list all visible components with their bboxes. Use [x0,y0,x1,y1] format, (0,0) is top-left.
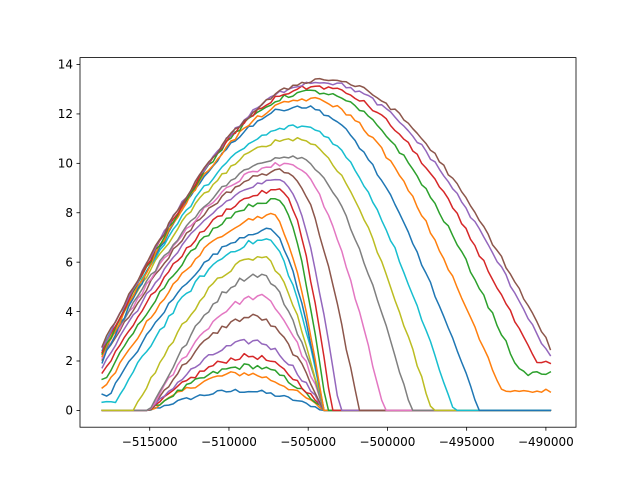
y-axis: 0 2 4 6 8 10 12 14 [58,58,80,418]
y-tick-label: 14 [58,58,73,72]
x-tick-label: −515000 [122,435,178,449]
plot-area-frame [79,57,577,428]
y-tick-label: 10 [58,157,73,171]
x-tick-label: −495000 [439,435,495,449]
y-tick-label: 8 [65,206,73,220]
series-line-23 [101,89,552,377]
x-tick-label: −505000 [280,435,336,449]
x-tick-label: −500000 [359,435,415,449]
series-layer [101,77,552,412]
series-line-26 [101,77,552,351]
x-axis: −515000 −510000 −505000 −500000 −495000 −4900… [122,427,574,449]
x-tick-label: −510000 [201,435,257,449]
x-tick-label: −490000 [518,435,574,449]
y-tick-label: 2 [65,354,73,368]
y-tick-label: 12 [58,107,73,121]
y-tick-label: 0 [65,404,73,418]
series-line-22 [101,96,552,394]
y-tick-label: 4 [65,305,73,319]
y-tick-label: 6 [65,255,73,269]
series-line-24 [101,85,552,365]
series-line-20 [101,124,552,412]
